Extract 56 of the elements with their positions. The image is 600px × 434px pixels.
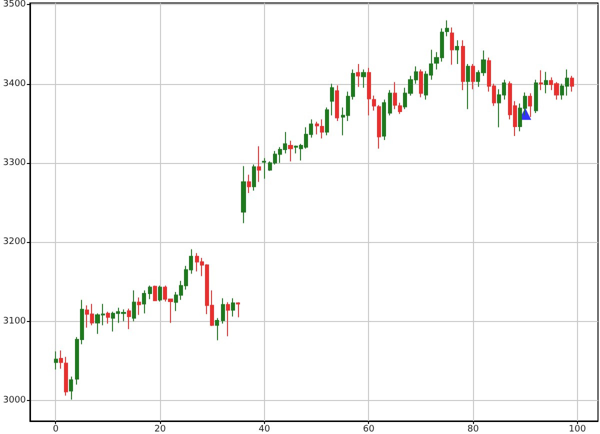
candlestick (127, 308, 131, 330)
candlestick (330, 83, 334, 116)
candlestick (315, 121, 319, 135)
candlestick (382, 99, 386, 140)
y-tick-label: 3100 (3, 316, 26, 326)
candlestick (320, 118, 324, 139)
x-tick-label: 40 (258, 424, 270, 434)
candlestick (419, 69, 423, 98)
candlestick (393, 82, 397, 110)
candlestick (539, 70, 543, 91)
y-tick-label: 3000 (3, 395, 26, 406)
candlestick (226, 302, 230, 337)
x-tick-label: 0 (52, 424, 59, 434)
candlestick (445, 20, 449, 37)
candlestick (534, 79, 538, 114)
y-tick-label: 3200 (3, 237, 26, 248)
candlestick (142, 290, 146, 314)
candlestick (461, 40, 465, 91)
candlestick (361, 69, 366, 88)
x-tick-label: 80 (467, 424, 480, 434)
candlestick (148, 285, 152, 300)
candlestick (262, 158, 266, 180)
candlestick (106, 311, 110, 324)
x-tick-label: 100 (568, 424, 586, 434)
candlestick (528, 92, 532, 118)
candlestick (54, 350, 58, 370)
candlestick (231, 298, 235, 317)
y-tick-label: 3500 (3, 0, 26, 10)
candlestick (221, 298, 225, 324)
candlestick (132, 290, 136, 322)
candlestick (247, 174, 251, 194)
candlestick (466, 63, 470, 110)
candlestick (252, 164, 256, 192)
y-tick-label: 3300 (3, 158, 26, 168)
candlestick (69, 376, 73, 400)
candlestick (215, 318, 219, 341)
candlestick (236, 302, 240, 318)
candlestick (241, 166, 246, 224)
candlestick (158, 285, 162, 302)
candlestick (288, 140, 293, 162)
x-tick-label: 60 (363, 424, 375, 434)
candlestick (257, 146, 261, 182)
candlestick (388, 90, 392, 116)
candlestick (398, 102, 402, 114)
candlestick (570, 75, 574, 92)
x-tick-label: 20 (154, 424, 166, 434)
candlestick (450, 27, 454, 66)
candlestick (455, 40, 459, 64)
y-tick-label: 3400 (3, 78, 26, 89)
candlestick (356, 63, 360, 88)
candlestick (137, 297, 141, 316)
candlestick (325, 107, 329, 136)
candlestick (335, 84, 339, 122)
candlestick (153, 285, 157, 302)
candlestick (544, 71, 548, 94)
candlestick (471, 63, 475, 90)
